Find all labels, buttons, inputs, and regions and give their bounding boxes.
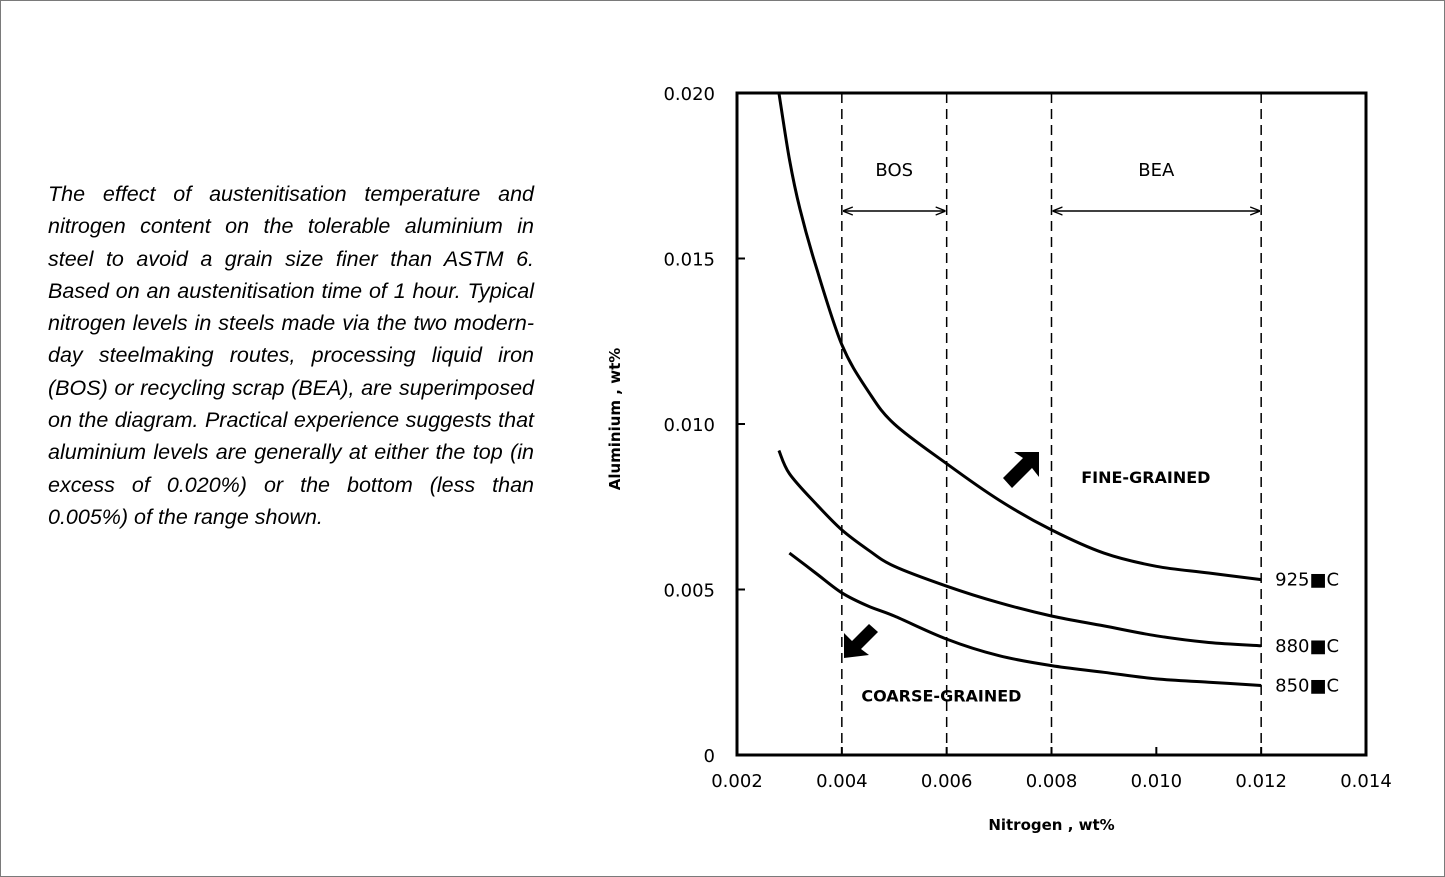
x-tick-label: 0.010 (1131, 771, 1183, 792)
figure-caption: The effect of austenitisation temperatur… (48, 182, 534, 529)
region-label-bos: BOS (875, 160, 913, 181)
series-line-1 (777, 92, 1262, 582)
series-label-1: 925■C (1275, 570, 1339, 591)
x-tick-label: 0.008 (1026, 771, 1078, 792)
y-tick-label: 0.015 (663, 250, 715, 271)
series-line-3 (788, 551, 1262, 687)
y-tick-label: 0.020 (663, 84, 715, 105)
region-label-bea: BEA (1138, 160, 1175, 181)
series-line-2 (777, 449, 1262, 648)
y-axis-title: Aluminium , wt% (606, 348, 624, 491)
x-tick-label: 0.014 (1340, 771, 1392, 792)
coarse-grained-arrow-icon (844, 624, 878, 658)
x-tick-label: 0.004 (816, 771, 868, 792)
x-tick-label: 0.006 (921, 771, 973, 792)
annotation-coarse-grained: COARSE-GRAINED (861, 686, 1021, 705)
x-tick-label: 0.012 (1235, 771, 1287, 792)
annotation-fine-grained: FINE-GRAINED (1081, 468, 1210, 487)
series-label-3: 850■C (1275, 675, 1339, 696)
y-tick-label: 0 (704, 746, 715, 767)
y-tick-label: 0.005 (663, 581, 715, 602)
series-label-2: 880■C (1275, 636, 1339, 657)
x-axis-title: Nitrogen , wt% (988, 816, 1114, 834)
y-tick-label: 0.010 (663, 415, 715, 436)
x-tick-label: 0.002 (711, 771, 763, 792)
fine-grained-arrow-icon (1003, 452, 1039, 488)
